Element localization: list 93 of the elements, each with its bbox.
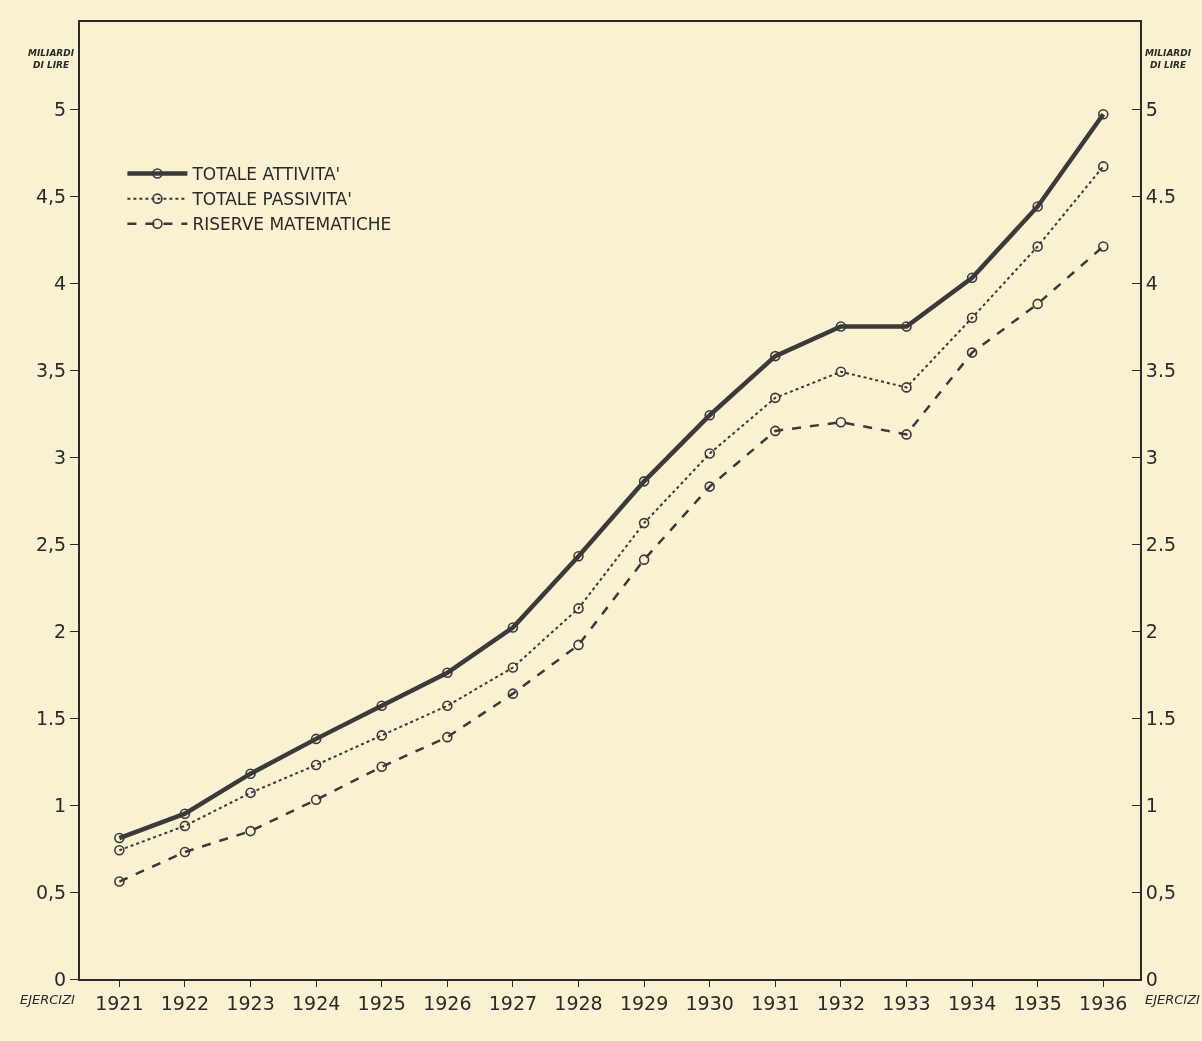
point [310, 794, 322, 806]
point [507, 688, 519, 699]
y-tick-label: 0 [54, 967, 67, 990]
point [770, 392, 781, 404]
point [1032, 241, 1043, 252]
y-tick-label: 4 [54, 271, 67, 294]
point [573, 603, 584, 614]
x-tick-label: 1929 [619, 991, 669, 1014]
x-tick-label: 1927 [488, 991, 538, 1014]
y2-tick-label: 4 [1145, 271, 1158, 294]
y-tick-label: 0,5 [35, 880, 67, 903]
legend-label: TOTALE PASSIVITA' [191, 189, 352, 210]
y2-tick-label: 2 [1145, 619, 1158, 642]
legend-label: RISERVE MATEMATICHE [192, 214, 392, 235]
point [245, 825, 256, 837]
y2-tick-label: 1.5 [1145, 706, 1177, 729]
point [573, 639, 584, 651]
x-tick-label: 1922 [160, 991, 210, 1014]
y2-axis-title: MILIARDI DI LIRE [1145, 48, 1192, 70]
y-tick-label: 4,5 [35, 184, 67, 207]
y2-tick-label: 4.5 [1145, 184, 1177, 207]
point [245, 768, 256, 779]
y-tick-label: 1 [54, 793, 67, 816]
point [966, 312, 978, 324]
point [507, 662, 519, 673]
point [1032, 298, 1043, 310]
point [376, 730, 388, 741]
y-tick-label: 2 [54, 619, 67, 642]
point [442, 667, 453, 679]
point [966, 272, 978, 284]
y2-tick-label: 5 [1145, 97, 1158, 120]
point [638, 476, 650, 487]
x-tick-label: 1933 [882, 991, 931, 1014]
point [245, 787, 256, 799]
point [638, 517, 650, 529]
legend-label: TOTALE ATTIVITA' [191, 164, 341, 185]
point [310, 733, 322, 745]
y-tick-label: 1.5 [35, 706, 67, 729]
point [770, 350, 781, 362]
x-tick-label: 1923 [226, 991, 275, 1014]
x-tick-label: 1928 [554, 991, 603, 1014]
point [835, 366, 847, 378]
x-tick-label: 1921 [95, 991, 144, 1014]
y-axis-title: MILIARDI DI LIRE [28, 48, 75, 70]
point [704, 409, 715, 421]
point [310, 759, 322, 771]
x-tick-label: 1934 [947, 991, 997, 1014]
point [1097, 108, 1109, 120]
point [179, 808, 191, 819]
x-axis-title: EJERCIZI [1145, 992, 1201, 1007]
x-tick-label: 1926 [423, 991, 472, 1014]
point [638, 554, 650, 565]
y-tick-label: 3,5 [35, 358, 67, 381]
point [376, 700, 388, 712]
x-tick-label: 1932 [816, 991, 866, 1014]
point [966, 347, 978, 358]
point [179, 820, 191, 832]
point [376, 761, 388, 773]
x-tick-label: 1924 [291, 991, 341, 1014]
y2-tick-label: 3 [1145, 445, 1158, 468]
point [835, 416, 847, 428]
point [507, 622, 519, 633]
point [704, 448, 715, 459]
point [573, 550, 584, 562]
point [901, 382, 912, 393]
y-tick-label: 2,5 [35, 532, 67, 555]
x-tick-label: 1931 [751, 991, 800, 1014]
y2-tick-label: 0 [1145, 967, 1158, 990]
x-tick-label: 1925 [357, 991, 406, 1014]
y2-tick-label: 3.5 [1145, 358, 1177, 381]
point [114, 832, 125, 844]
text: EJERCIZI [20, 992, 75, 1007]
y2-tick-label: 1 [1145, 793, 1158, 816]
point [770, 425, 781, 437]
point [179, 846, 191, 858]
point [704, 481, 715, 492]
point [901, 429, 912, 440]
point [901, 321, 912, 332]
point [114, 876, 125, 887]
y2-tick-label: 0,5 [1145, 880, 1177, 903]
point [1097, 161, 1109, 172]
point [442, 731, 453, 743]
point [442, 700, 453, 712]
point [835, 321, 847, 332]
point [114, 844, 125, 856]
point [1097, 241, 1109, 252]
point [1032, 201, 1043, 212]
y-tick-label: 3 [54, 445, 67, 468]
y-tick-label: 5 [54, 97, 67, 120]
x-tick-label: 1930 [685, 991, 734, 1014]
x-tick-label: 1936 [1079, 991, 1128, 1014]
x-tick-label: 1935 [1013, 991, 1062, 1014]
y2-tick-label: 2.5 [1145, 532, 1177, 555]
